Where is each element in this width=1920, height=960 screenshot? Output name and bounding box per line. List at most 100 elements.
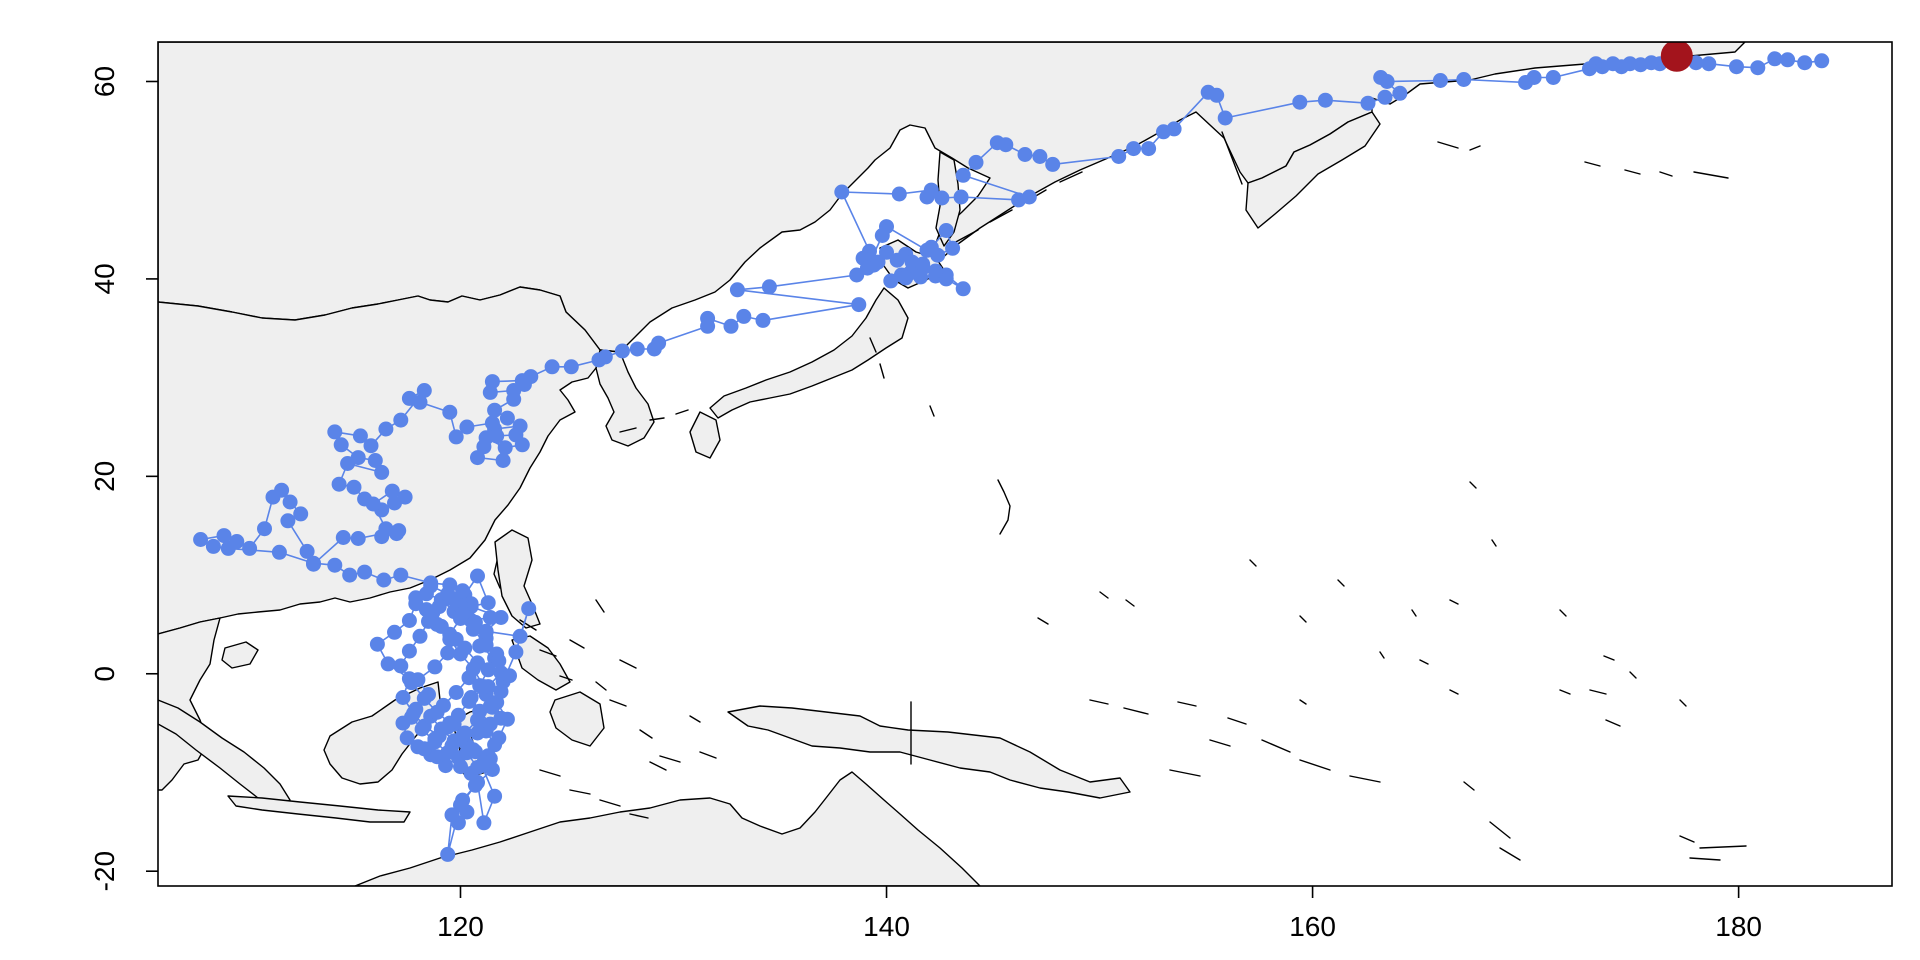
land-korea [595, 349, 655, 447]
track-point [408, 590, 424, 606]
track-point [521, 601, 537, 617]
track-point [1456, 72, 1472, 87]
land-mindanao [549, 691, 605, 747]
track-point [470, 568, 485, 584]
track-line [199, 57, 1822, 856]
track-point [1217, 110, 1233, 126]
track-point [1373, 70, 1389, 85]
track-point [306, 555, 321, 571]
track-point [397, 489, 413, 505]
track-point [387, 624, 402, 640]
track-point [729, 282, 745, 298]
track-point [346, 479, 362, 495]
track-point [1045, 156, 1061, 172]
track-point [723, 318, 739, 334]
track-point [242, 540, 258, 556]
track-point [391, 523, 407, 539]
track-point [369, 636, 385, 652]
track-point [1729, 59, 1744, 75]
track-point [476, 439, 492, 455]
track-point [482, 384, 498, 400]
track-point [453, 797, 468, 813]
track-point [700, 318, 716, 334]
track-point [512, 628, 528, 644]
track-point [423, 578, 439, 594]
track-point [891, 186, 907, 202]
track-point [646, 341, 662, 357]
track-point [384, 483, 400, 499]
track-point [1111, 149, 1127, 164]
track-point [544, 359, 560, 375]
track-point [851, 297, 867, 313]
track-point [378, 421, 394, 437]
track-point [755, 312, 771, 328]
track-point [493, 684, 509, 699]
track-point [220, 540, 236, 556]
track-point [352, 428, 368, 444]
track-point [953, 189, 969, 205]
track-point [465, 621, 481, 637]
coast-ryukyu [619, 409, 689, 433]
track-point [257, 521, 272, 537]
track-point [357, 564, 373, 580]
track-point [470, 712, 485, 728]
y-tick-label: 20 [89, 461, 120, 492]
track-point [461, 693, 477, 709]
track-point [495, 453, 511, 468]
track-point [271, 544, 287, 560]
track-point [1032, 149, 1048, 164]
x-tick-label: 120 [437, 911, 484, 942]
track-point [1377, 89, 1393, 105]
track-point [938, 223, 954, 238]
coast-pacific-islands [1037, 481, 1747, 861]
track-point [331, 476, 347, 492]
track-points [193, 51, 1830, 862]
track-point [363, 438, 379, 454]
track-point [205, 538, 221, 554]
track-point [1701, 56, 1717, 72]
track-point [508, 644, 524, 660]
track-point [429, 704, 445, 720]
track-point [1814, 53, 1830, 69]
track-point [393, 658, 409, 674]
track-point [1360, 95, 1376, 111]
track-point [591, 352, 607, 368]
land-kyushu [689, 411, 721, 459]
track-point [482, 610, 498, 625]
current-position-marker [1660, 42, 1693, 72]
x-tick-label: 160 [1289, 911, 1336, 942]
land-kamchatka [1245, 111, 1381, 229]
track-point [448, 429, 464, 445]
track-point [374, 529, 390, 545]
track-point [1141, 141, 1157, 157]
track-point [448, 685, 464, 700]
y-tick-label: 60 [89, 66, 120, 97]
track-point [414, 721, 430, 737]
track-point [455, 583, 471, 599]
track-point [465, 742, 481, 758]
track-point [491, 653, 507, 669]
track-layer [193, 42, 1830, 862]
track-point [193, 532, 209, 547]
track-point [427, 734, 443, 750]
coast-indonesia-detail [539, 659, 717, 819]
track-point [934, 190, 950, 206]
track-point [327, 557, 343, 573]
track-point [487, 402, 503, 418]
track-point [923, 182, 939, 198]
track-point [1432, 73, 1448, 88]
track-point [883, 273, 899, 289]
track-point [465, 661, 481, 677]
x-tick-label: 180 [1715, 911, 1762, 942]
track-point [476, 755, 492, 771]
coast-border-russia [1221, 131, 1243, 185]
track-point [427, 659, 443, 675]
track-point [489, 428, 505, 444]
track-point [401, 643, 417, 659]
track-point [1767, 51, 1783, 67]
track-point [915, 256, 931, 272]
track-point [216, 528, 232, 544]
track-point [1156, 124, 1171, 140]
track-point [376, 572, 392, 588]
track-point [502, 668, 517, 684]
